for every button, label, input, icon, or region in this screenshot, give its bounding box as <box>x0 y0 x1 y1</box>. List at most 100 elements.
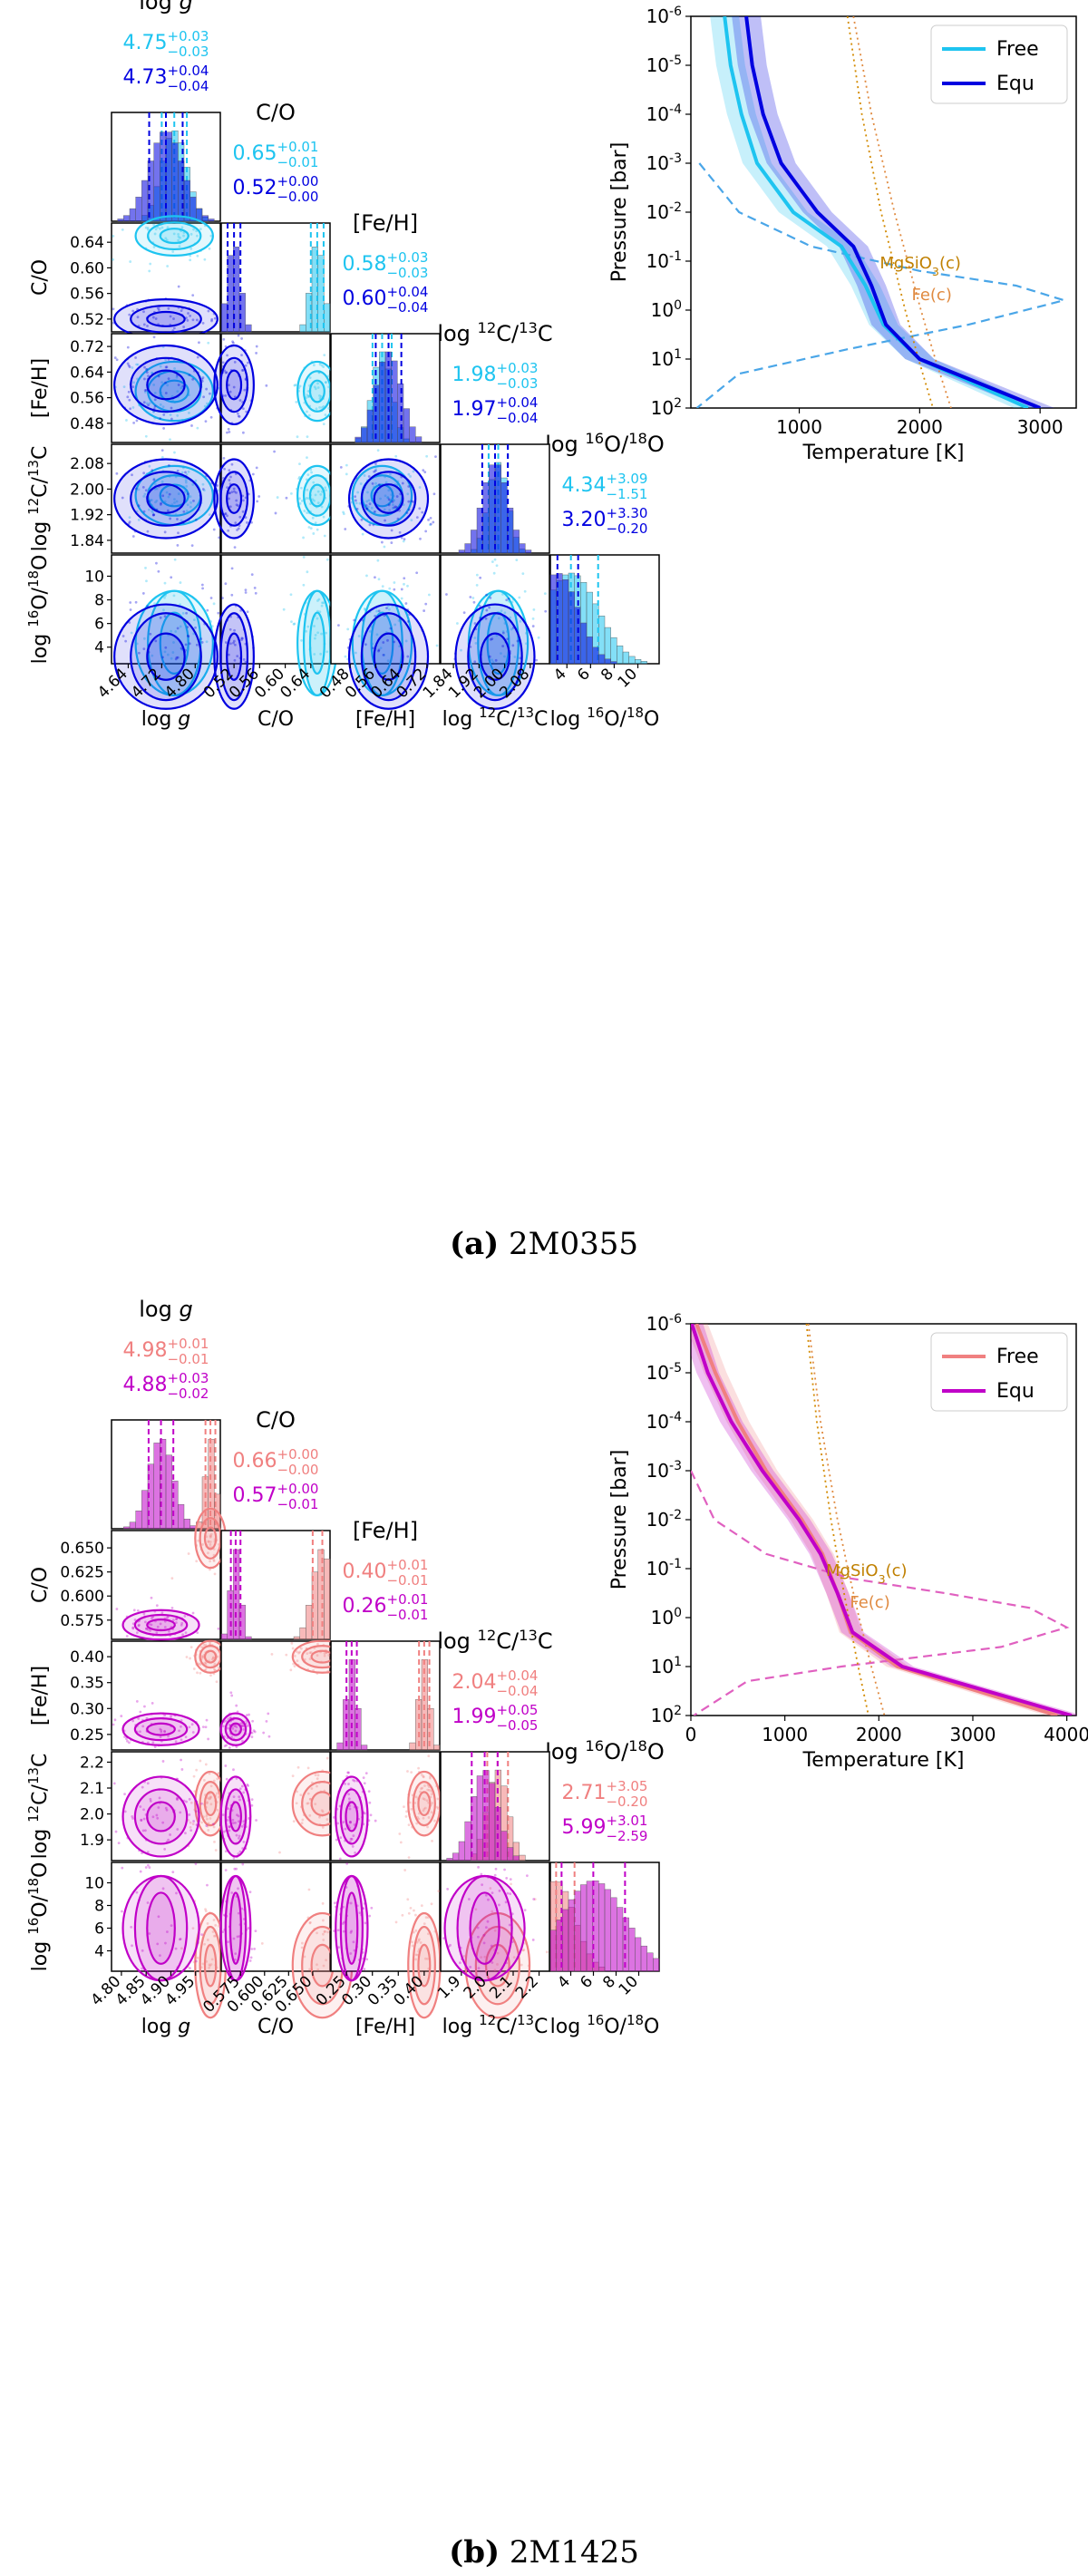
sample-point <box>235 503 238 507</box>
sample-point <box>305 629 308 633</box>
sample-point <box>531 617 535 620</box>
sample-point <box>228 491 231 495</box>
sample-point <box>510 1882 512 1886</box>
sample-point <box>165 365 169 369</box>
sample-point <box>235 491 238 494</box>
sample-point <box>129 260 132 263</box>
sample-point <box>224 512 228 515</box>
sample-point <box>154 317 158 320</box>
corner-plot-a: log g 4.75+0.03 −0.034.73+0.04 −0.04 C/O 0.65… <box>25 0 1077 731</box>
pt-y-tick-label: 10-5 <box>646 53 682 76</box>
sample-point <box>224 1764 228 1767</box>
contour <box>310 1649 335 1664</box>
hist-bar <box>653 1958 660 1972</box>
sample-point <box>423 609 426 612</box>
sample-point <box>234 521 238 525</box>
sample-point <box>423 471 427 474</box>
hist-bar <box>317 255 325 333</box>
sample-point <box>160 480 164 483</box>
sample-point <box>194 479 198 482</box>
hist-bar <box>610 637 617 665</box>
caption-a-letter: (a) <box>449 1226 500 1262</box>
sample-point <box>298 497 301 501</box>
sample-point <box>400 588 403 591</box>
hist-bar <box>366 409 374 443</box>
sample-point <box>421 510 424 514</box>
sample-point <box>227 384 230 387</box>
sample-point <box>186 319 189 322</box>
sample-point <box>201 488 205 491</box>
sample-point <box>374 462 377 465</box>
cell-2-0 <box>111 1639 227 1751</box>
sample-point <box>257 495 261 498</box>
sample-point <box>306 570 309 574</box>
sample-point <box>127 390 131 394</box>
sample-point <box>176 469 180 472</box>
summary-equ-0: 4.88+0.03 −0.02 <box>123 1370 209 1402</box>
sample-point <box>293 622 296 626</box>
sample-point <box>148 464 151 468</box>
sample-point <box>221 361 225 365</box>
hist-bar <box>562 1909 569 1972</box>
sample-point <box>179 625 182 628</box>
sample-point <box>128 520 131 524</box>
sample-point <box>345 472 348 476</box>
sample-point <box>222 457 226 460</box>
sample-point <box>129 608 132 611</box>
contour <box>146 310 186 327</box>
sample-point <box>114 1830 118 1833</box>
sample-point <box>169 517 172 520</box>
summary-free-0: 4.98+0.01 −0.01 <box>123 1336 209 1367</box>
hist-bar <box>635 659 642 665</box>
pt-x-tick-label: 2000 <box>856 1724 902 1745</box>
sample-point <box>338 1857 342 1861</box>
sample-point <box>189 254 192 258</box>
contour <box>469 1891 500 1965</box>
hist-bar <box>622 651 629 665</box>
sample-point <box>131 473 133 477</box>
sample-point <box>129 601 132 604</box>
sample-point <box>136 1609 140 1612</box>
sample-point <box>186 634 189 637</box>
sample-point <box>248 1959 252 1962</box>
sample-point <box>245 1714 248 1717</box>
contour <box>345 1801 359 1832</box>
sample-point <box>371 481 374 485</box>
hist-bar <box>135 197 142 222</box>
sample-point <box>391 500 394 503</box>
sample-point <box>327 407 331 410</box>
sample-point <box>398 1832 402 1835</box>
sample-point <box>406 1770 409 1773</box>
sample-point <box>295 401 298 403</box>
legend-entry: Free <box>996 1346 1039 1368</box>
sample-point <box>228 479 231 481</box>
annot-fe: Fe(c) <box>850 1593 889 1612</box>
sample-point <box>405 511 409 515</box>
sample-point <box>121 635 125 637</box>
sample-point <box>419 537 422 540</box>
contour <box>147 589 202 697</box>
sample-point <box>172 594 176 598</box>
sample-point <box>154 501 157 504</box>
sample-point <box>224 1869 228 1871</box>
sample-point <box>136 316 140 319</box>
cell-2-1 <box>213 333 338 443</box>
hist-bar <box>153 142 160 222</box>
sample-point <box>172 317 175 320</box>
sample-point <box>196 254 199 258</box>
sample-point <box>316 617 319 620</box>
hist-bar <box>482 481 490 554</box>
sample-point <box>200 1933 204 1936</box>
sample-point <box>212 528 216 531</box>
sample-point <box>306 488 309 491</box>
cell-3-2 <box>330 1751 442 1862</box>
sample-point <box>159 227 161 230</box>
sample-point <box>307 526 311 529</box>
contour <box>373 483 404 514</box>
sample-point <box>205 1718 209 1722</box>
sample-point <box>157 569 160 573</box>
sample-point <box>233 490 236 493</box>
sample-point <box>377 578 381 581</box>
pt-x-tick-label: 1000 <box>776 416 822 438</box>
sample-point <box>154 482 157 486</box>
